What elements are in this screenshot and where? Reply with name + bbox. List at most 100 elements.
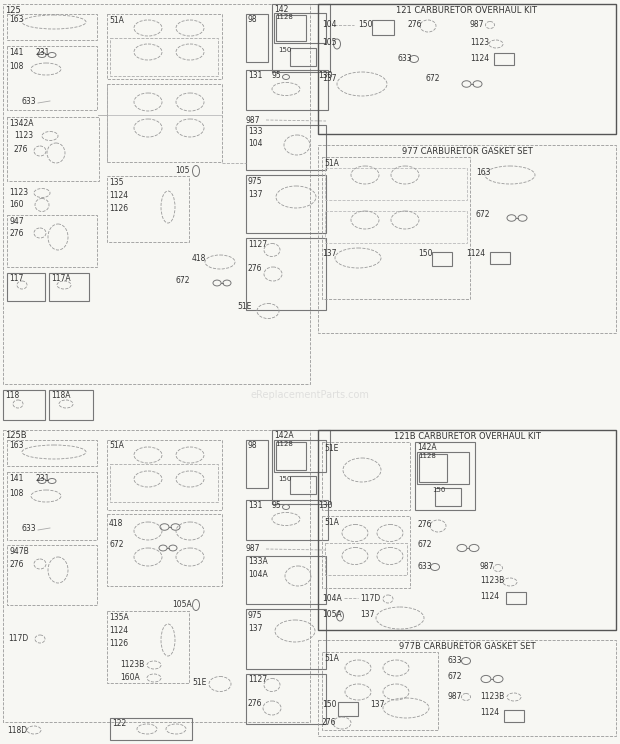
Text: 141: 141 — [9, 48, 24, 57]
Text: 987: 987 — [470, 20, 484, 29]
Text: 141: 141 — [9, 474, 24, 483]
Text: 135: 135 — [109, 178, 123, 187]
Text: 121B CARBURETOR OVERHAUL KIT: 121B CARBURETOR OVERHAUL KIT — [394, 432, 541, 441]
Bar — [107, 14, 222, 79]
Text: 987: 987 — [480, 562, 495, 571]
Text: 117D: 117D — [8, 634, 29, 643]
Text: 142A: 142A — [274, 431, 294, 440]
Text: 160: 160 — [9, 200, 24, 209]
Text: 1123B: 1123B — [120, 660, 144, 669]
Text: 672: 672 — [418, 540, 433, 549]
Text: 160A: 160A — [120, 673, 140, 682]
Text: 1127: 1127 — [248, 675, 267, 684]
Bar — [506, 592, 526, 604]
Text: 150: 150 — [322, 700, 337, 709]
Bar — [322, 652, 438, 730]
Text: 633: 633 — [448, 656, 463, 665]
Text: 1123: 1123 — [9, 188, 28, 197]
Text: 231: 231 — [36, 48, 50, 57]
Bar — [276, 15, 306, 41]
Bar — [318, 640, 616, 736]
Bar — [274, 13, 326, 43]
Text: 1127: 1127 — [248, 240, 267, 249]
Text: 633: 633 — [22, 97, 37, 106]
Text: 1124: 1124 — [466, 249, 485, 258]
Bar — [338, 702, 358, 716]
Bar — [322, 516, 410, 588]
Bar — [417, 452, 469, 484]
Text: 1128: 1128 — [275, 441, 293, 447]
Bar — [107, 611, 189, 683]
Bar — [110, 718, 192, 740]
Text: 137: 137 — [322, 74, 337, 83]
Text: 117: 117 — [9, 274, 24, 283]
Text: 108: 108 — [9, 62, 24, 71]
Text: 672: 672 — [109, 540, 123, 549]
Text: 135A: 135A — [109, 613, 129, 622]
Bar — [322, 157, 470, 299]
Bar — [107, 84, 222, 162]
Bar — [7, 117, 99, 181]
Text: 125: 125 — [5, 6, 20, 15]
Text: 633: 633 — [418, 562, 433, 571]
Text: 1128: 1128 — [275, 14, 293, 20]
Text: 105A: 105A — [322, 610, 342, 619]
Text: 1123: 1123 — [470, 38, 489, 47]
Bar — [246, 125, 326, 170]
Text: 276: 276 — [408, 20, 422, 29]
Text: 137: 137 — [248, 190, 262, 199]
Text: 131: 131 — [248, 71, 262, 80]
Bar — [325, 168, 467, 200]
Text: 418: 418 — [109, 519, 123, 528]
Text: 276: 276 — [322, 718, 337, 727]
Text: 51A: 51A — [109, 441, 124, 450]
Bar — [246, 70, 328, 110]
Text: 987: 987 — [246, 116, 260, 125]
Text: 125B: 125B — [5, 431, 27, 440]
Text: 51E: 51E — [237, 302, 251, 311]
Text: 105A: 105A — [172, 600, 192, 609]
Text: 672: 672 — [448, 672, 463, 681]
Text: 51E: 51E — [324, 444, 339, 453]
Text: 672: 672 — [426, 74, 440, 83]
Bar — [290, 48, 316, 66]
Bar — [7, 14, 97, 40]
Bar — [419, 454, 447, 482]
Text: 117A: 117A — [51, 274, 71, 283]
Text: 1123B: 1123B — [480, 576, 504, 585]
Text: 1128: 1128 — [418, 453, 436, 459]
Text: 105: 105 — [175, 166, 190, 175]
Text: 133: 133 — [248, 127, 262, 136]
Text: 947B: 947B — [9, 547, 29, 556]
Bar — [49, 273, 89, 301]
Text: 163: 163 — [9, 15, 24, 24]
Text: 418: 418 — [192, 254, 206, 263]
Text: 118A: 118A — [51, 391, 71, 400]
Text: 51A: 51A — [324, 518, 339, 527]
Text: 118: 118 — [5, 391, 19, 400]
Bar — [49, 390, 93, 420]
Text: 117D: 117D — [360, 594, 380, 603]
Bar — [490, 252, 510, 264]
Text: 1124: 1124 — [470, 54, 489, 63]
Text: 633: 633 — [22, 524, 37, 533]
Text: 231: 231 — [36, 474, 50, 483]
Text: 977B CARBURETOR GASKET SET: 977B CARBURETOR GASKET SET — [399, 642, 535, 651]
Bar — [274, 440, 326, 472]
Bar — [325, 211, 467, 243]
Bar — [107, 176, 189, 242]
Text: eReplacementParts.com: eReplacementParts.com — [250, 390, 370, 400]
Text: 672: 672 — [175, 276, 190, 285]
Text: 987: 987 — [448, 692, 463, 701]
Bar — [3, 430, 310, 722]
Text: 150: 150 — [418, 249, 433, 258]
Bar — [318, 430, 616, 630]
Text: 98: 98 — [248, 15, 258, 24]
Bar — [110, 464, 218, 502]
Bar — [246, 674, 326, 724]
Bar — [7, 215, 97, 267]
Bar — [272, 4, 330, 72]
Text: 975: 975 — [248, 177, 263, 186]
Bar — [432, 252, 452, 266]
Text: 276: 276 — [418, 520, 433, 529]
